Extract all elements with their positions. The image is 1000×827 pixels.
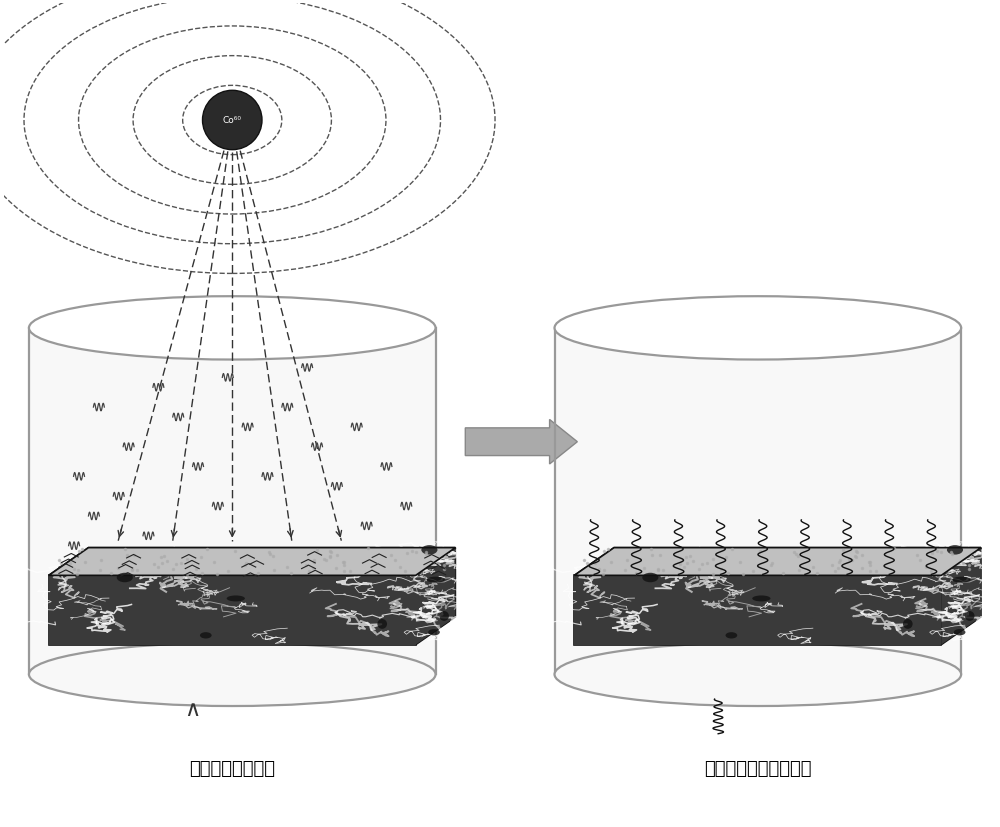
Polygon shape: [49, 576, 416, 645]
Ellipse shape: [903, 619, 913, 629]
Text: 丙烯酸羟乙酯聚合物钉: 丙烯酸羟乙酯聚合物钉: [704, 759, 812, 777]
Ellipse shape: [555, 297, 961, 360]
Ellipse shape: [952, 577, 970, 583]
Polygon shape: [555, 328, 961, 675]
Polygon shape: [49, 548, 455, 576]
Ellipse shape: [29, 643, 436, 706]
Ellipse shape: [642, 573, 658, 582]
Ellipse shape: [752, 595, 770, 602]
Polygon shape: [574, 576, 941, 645]
Text: ∧: ∧: [184, 699, 201, 719]
Polygon shape: [574, 576, 941, 645]
Polygon shape: [49, 576, 416, 645]
Ellipse shape: [439, 611, 449, 621]
Polygon shape: [416, 548, 455, 645]
Ellipse shape: [117, 573, 133, 582]
Ellipse shape: [947, 546, 963, 555]
FancyArrow shape: [465, 420, 577, 465]
Ellipse shape: [726, 633, 737, 638]
Ellipse shape: [965, 611, 975, 621]
Ellipse shape: [227, 595, 245, 602]
Ellipse shape: [428, 629, 440, 636]
Ellipse shape: [29, 297, 436, 360]
Ellipse shape: [555, 643, 961, 706]
Polygon shape: [49, 548, 455, 576]
Polygon shape: [416, 548, 455, 645]
Ellipse shape: [427, 577, 445, 583]
Polygon shape: [29, 328, 436, 675]
Polygon shape: [941, 548, 981, 645]
Polygon shape: [574, 548, 981, 576]
Ellipse shape: [421, 546, 437, 555]
Text: 丙烯酸羟乙酯单体: 丙烯酸羟乙酯单体: [189, 759, 275, 777]
Text: Co⁶⁰: Co⁶⁰: [223, 117, 242, 126]
Ellipse shape: [954, 629, 965, 636]
Polygon shape: [574, 548, 981, 576]
Ellipse shape: [377, 619, 387, 629]
Polygon shape: [941, 548, 981, 645]
Circle shape: [202, 91, 262, 151]
Ellipse shape: [200, 633, 212, 638]
